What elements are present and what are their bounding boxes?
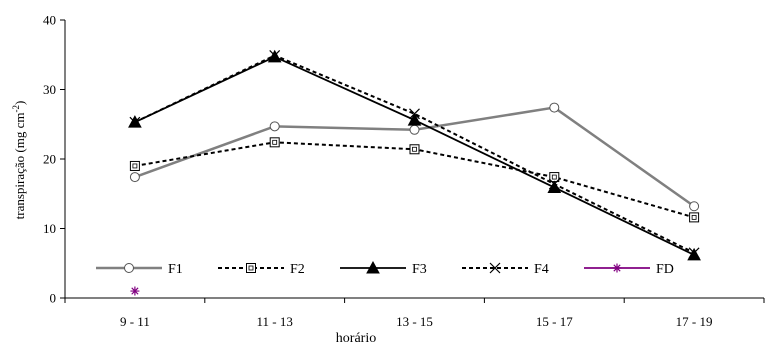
series-f2	[129, 137, 700, 223]
legend-label-f3: F3	[412, 262, 427, 277]
y-axis-title-sup: -2	[11, 105, 21, 113]
legend-item-f3: F3	[340, 260, 427, 277]
data-point-f3	[687, 247, 701, 261]
series-line-f3	[134, 55, 695, 256]
legend-label-f4: F4	[534, 262, 549, 277]
data-point-f1	[129, 172, 140, 183]
data-point-f2-inner	[551, 174, 557, 180]
data-point-f1	[409, 124, 420, 135]
x-tick-label: 17 - 19	[676, 314, 713, 329]
series-line-f4	[134, 54, 695, 254]
series-f1	[129, 102, 700, 212]
legend-item-f1: F1	[96, 262, 183, 277]
data-point-f1	[269, 121, 280, 132]
y-axis-title: transpiração (mg cm-2)	[11, 101, 27, 220]
legend-marker-f2-inner	[248, 265, 254, 271]
data-point-fd	[130, 286, 140, 296]
x-axis-title: horário	[336, 331, 376, 344]
series-f4	[129, 50, 700, 259]
legend-item-f4: F4	[462, 262, 549, 277]
data-point-f4	[548, 178, 560, 190]
legend-label-fd: FD	[656, 262, 674, 277]
y-tick-label: 30	[43, 82, 56, 97]
legend-label-f1: F1	[168, 262, 183, 277]
legend-item-f2: F2	[218, 262, 305, 277]
series-f3	[128, 49, 701, 261]
data-point-f3	[407, 113, 422, 126]
legend-marker-f4	[489, 262, 501, 274]
data-point-f2	[269, 137, 280, 148]
y-tick-label: 40	[43, 13, 56, 28]
data-point-f4	[409, 108, 420, 120]
data-point-f1	[689, 201, 700, 212]
x-tick-label: 9 - 11	[120, 314, 150, 329]
y-axis: 0 10 20 30 40	[43, 13, 66, 306]
data-point-f2	[409, 144, 420, 155]
data-point-f2	[689, 212, 700, 223]
y-tick-label: 0	[50, 291, 57, 306]
x-axis: 9 - 11 11 - 13 13 - 15 15 - 17 17 - 19	[64, 297, 765, 329]
legend-label-f2: F2	[290, 262, 305, 277]
x-tick-label: 15 - 17	[536, 314, 573, 329]
legend-marker-f2	[246, 263, 256, 273]
y-axis-title-end: )	[12, 101, 27, 105]
legend-marker-f1	[124, 263, 134, 273]
data-point-f4	[129, 116, 141, 128]
data-point-f2-inner	[272, 139, 278, 145]
data-point-f2-inner	[132, 163, 138, 169]
series-fd	[130, 286, 140, 296]
data-point-f2	[129, 160, 140, 171]
legend-item-fd: FD	[584, 262, 674, 277]
y-tick-label: 20	[43, 152, 56, 167]
data-point-f4	[269, 50, 281, 61]
data-point-f2-inner	[691, 214, 697, 220]
x-tick-label: 13 - 15	[396, 314, 433, 329]
y-tick-label: 10	[43, 221, 56, 236]
data-point-f2-inner	[412, 146, 417, 152]
data-point-f4	[688, 247, 700, 259]
y-axis-title-main: transpiração (mg cm	[12, 113, 27, 220]
series-layer	[128, 49, 701, 296]
legend: F1 F2 F3 F4 FD	[96, 260, 674, 277]
legend-marker-f3	[366, 260, 380, 274]
data-point-f1	[549, 102, 560, 113]
x-tick-label: 11 - 13	[257, 314, 293, 329]
legend-marker-fd	[612, 263, 622, 273]
